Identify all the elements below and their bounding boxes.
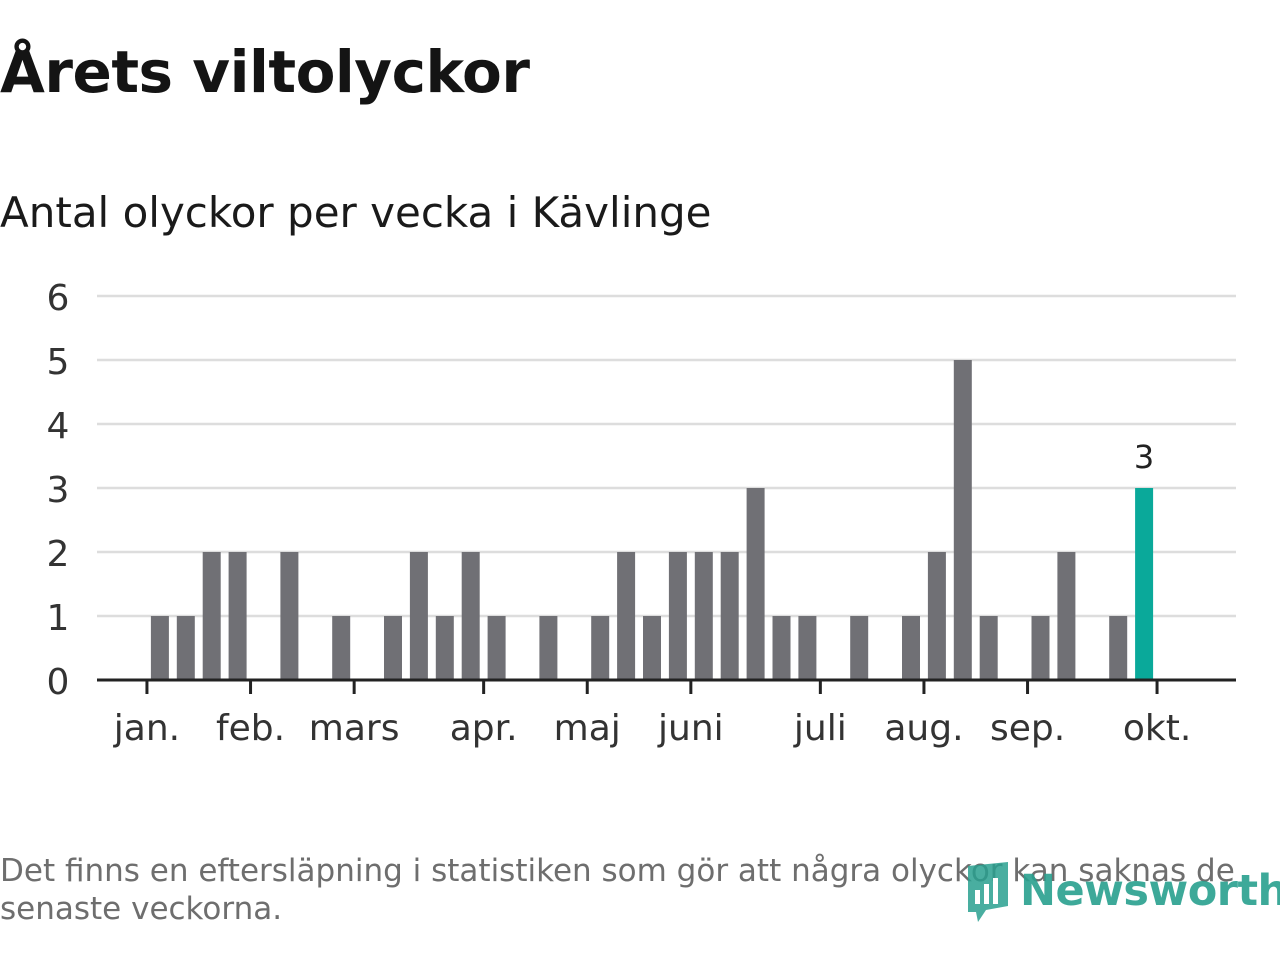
bar: [927, 552, 946, 680]
bar: [798, 616, 817, 680]
y-axis: 0 1 2 3 4 5 6: [47, 278, 70, 703]
x-tick-label: feb.: [216, 708, 285, 749]
y-tick-label: 2: [47, 534, 70, 575]
chart-subtitle: Antal olyckor per vecka i Kävlinge: [0, 188, 712, 237]
y-tick-label: 0: [47, 662, 70, 703]
y-tick-label: 5: [47, 342, 70, 383]
bar: [953, 360, 972, 680]
bar: [591, 616, 610, 680]
bar: [461, 552, 480, 680]
data-label: 3: [1134, 438, 1154, 476]
x-axis: jan. feb. mars apr. maj juni juli aug. sep. okt.: [97, 678, 1236, 749]
bar: [850, 616, 869, 680]
bar: [228, 552, 247, 680]
chart-title: Årets viltolyckor: [0, 38, 530, 106]
bar: [280, 552, 299, 680]
bar: [694, 552, 713, 680]
newsworthy-logo-icon: [968, 862, 1008, 922]
bar: [772, 616, 791, 680]
bars: 3: [150, 360, 1154, 680]
bar: [1031, 616, 1050, 680]
bar: [668, 552, 687, 680]
x-tick-label: juni: [657, 708, 724, 749]
newsworthy-logo: Newsworthy: [962, 856, 1280, 926]
bar: [902, 616, 920, 680]
bar: [1109, 616, 1128, 680]
highlighted-bar: [1135, 488, 1154, 680]
bar: [643, 616, 661, 680]
x-tick-label: apr.: [450, 708, 518, 749]
bar: [720, 552, 739, 680]
y-tick-label: 4: [47, 406, 70, 447]
y-tick-label: 1: [47, 598, 70, 639]
bar: [150, 616, 169, 680]
bar: [202, 552, 221, 680]
bar: [746, 488, 765, 680]
x-tick-label: sep.: [990, 708, 1065, 749]
y-tick-label: 6: [47, 278, 70, 319]
bar: [176, 616, 195, 680]
x-tick-label: mars: [309, 708, 400, 749]
bar: [487, 616, 506, 680]
logo-text: Newsworthy: [1020, 866, 1280, 916]
y-tick-label: 3: [47, 470, 70, 511]
bar: [435, 616, 454, 680]
bar: [332, 616, 351, 680]
x-tick-label: juli: [793, 708, 847, 749]
x-tick-label: jan.: [113, 708, 180, 749]
bar: [539, 616, 558, 680]
x-tick-label: maj: [554, 708, 621, 749]
x-tick-label: okt.: [1123, 708, 1191, 749]
bar: [384, 616, 402, 680]
x-tick-label: aug.: [884, 708, 963, 749]
bar-chart: 0 1 2 3 4 5 6 3 jan. feb. mars apr. maj juni juli aug…: [47, 278, 1236, 749]
bar: [1057, 552, 1076, 680]
footnote: Det finns en eftersläpning i statistiken…: [0, 853, 1235, 927]
bar: [979, 616, 998, 680]
bar: [617, 552, 636, 680]
bar: [409, 552, 428, 680]
